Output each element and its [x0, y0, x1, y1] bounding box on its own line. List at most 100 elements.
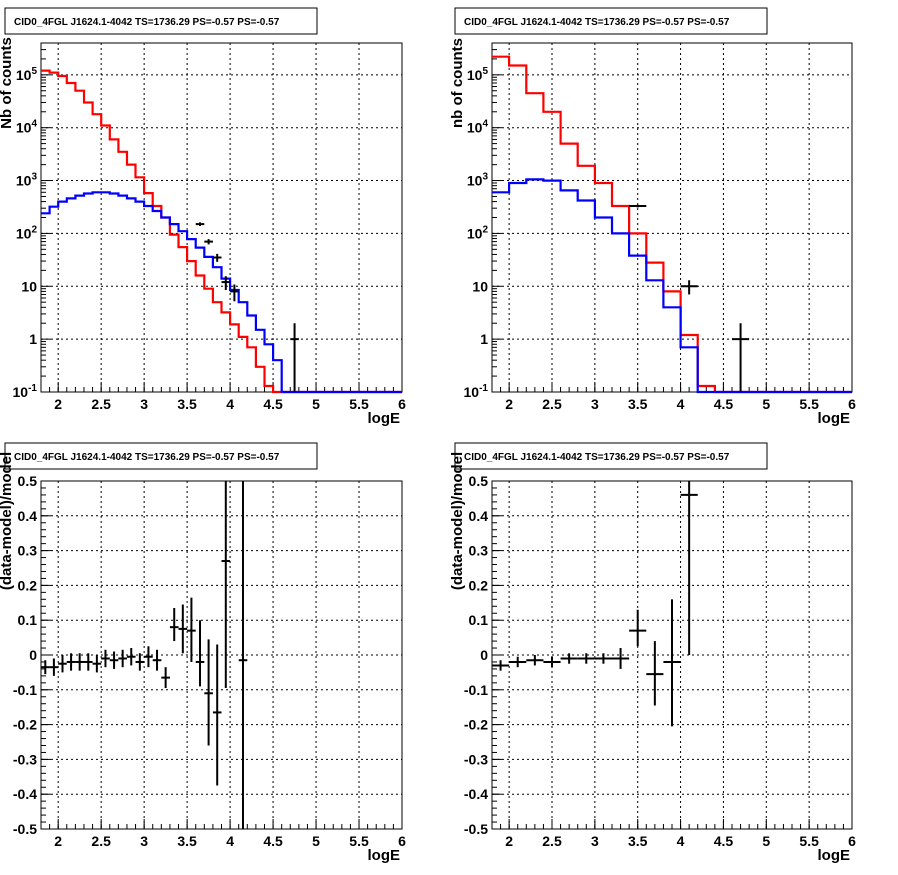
x-tick-label: 5.5	[349, 833, 369, 849]
x-tick-label: 4.5	[714, 833, 734, 849]
x-tick-label: 3	[591, 396, 599, 412]
data-point	[732, 323, 750, 392]
data-point	[212, 644, 222, 786]
data-points	[629, 204, 750, 392]
y-tick-label: 0.4	[18, 508, 38, 524]
data-point	[178, 604, 188, 654]
data-point	[109, 651, 119, 669]
x-tick-label: 5.5	[349, 396, 369, 412]
y-tick-label: -0.1	[13, 682, 37, 698]
x-tick-label: 2	[505, 396, 513, 412]
data-point	[577, 653, 595, 664]
y-tick-label: 104	[16, 119, 38, 136]
x-tick-label: 6	[398, 396, 406, 412]
panel-counts_a: CID0_4FGL J1624.1-4042 TS=1736.29 PS=-0.…	[0, 7, 406, 427]
x-tick-label: 5.5	[799, 833, 819, 849]
x-tick-label: 3.5	[177, 396, 197, 412]
x-tick-label: 4	[226, 833, 234, 849]
x-axis-label: logE	[818, 847, 851, 864]
chart-title: CID0_4FGL J1624.1-4042 TS=1736.29 PS=-0.…	[464, 17, 730, 28]
data-point	[290, 323, 299, 392]
y-axis: -0.5 -0.4 -0.3 -0.2 -0.1 0 0.1 0.2 0.3 0.4 0.5(dat…	[449, 452, 852, 837]
x-tick-label: 2	[54, 396, 62, 412]
data-point	[187, 597, 196, 662]
y-tick-label: 0	[480, 647, 488, 663]
y-tick-label: -0.5	[13, 821, 37, 837]
y-tick-label: 1	[480, 331, 488, 347]
y-tick-label: -0.3	[13, 751, 37, 767]
x-tick-label: 5	[312, 396, 320, 412]
data-point	[83, 653, 93, 671]
x-axis-label: logE	[368, 410, 401, 427]
x-tick-label: 3.5	[628, 396, 648, 412]
data-point	[144, 646, 153, 668]
y-tick-label: 10	[472, 278, 488, 294]
x-tick-label: 4	[226, 396, 234, 412]
data-point	[212, 253, 222, 262]
data-point	[118, 649, 127, 668]
y-tick-label: 0.1	[18, 612, 38, 628]
y-tick-label: -0.4	[13, 786, 37, 802]
y-tick-label: 0	[29, 647, 37, 663]
data-point	[195, 620, 205, 687]
y-tick-label: 105	[467, 66, 489, 83]
data-point	[58, 655, 67, 673]
x-tick-label: 2.5	[91, 833, 111, 849]
y-tick-label: 10	[21, 278, 37, 294]
y-axis-label: nb of counts	[449, 38, 466, 128]
y-tick-label: 10-1	[13, 383, 38, 400]
y-tick-label: -0.5	[464, 821, 488, 837]
y-tick-label: -0.4	[464, 786, 488, 802]
y-tick-label: 0.3	[18, 543, 38, 559]
data-point	[169, 608, 179, 642]
data-point	[492, 660, 510, 671]
data-point	[204, 639, 213, 746]
y-tick-label: -0.3	[464, 751, 488, 767]
data-point	[92, 655, 102, 673]
y-tick-label: -0.1	[464, 682, 488, 698]
y-tick-label: 1	[29, 331, 37, 347]
x-tick-label: 3.5	[628, 833, 648, 849]
data-point	[680, 280, 698, 295]
x-tick-label: 2.5	[91, 396, 111, 412]
data-points	[41, 481, 248, 829]
data-point	[221, 481, 231, 689]
y-tick-label: 102	[16, 224, 38, 241]
x-tick-label: 4	[677, 833, 685, 849]
x-tick-label: 3.5	[177, 833, 197, 849]
data-point	[230, 284, 239, 302]
data-point	[526, 655, 544, 666]
data-point	[238, 481, 248, 829]
data-points	[195, 222, 299, 392]
data-point	[41, 660, 50, 675]
x-tick-label: 6	[848, 396, 856, 412]
y-tick-label: -0.2	[13, 717, 37, 733]
x-tick-label: 5	[762, 396, 770, 412]
y-tick-label: 103	[467, 172, 489, 189]
title-frame	[4, 442, 318, 470]
data-point	[543, 656, 561, 668]
y-tick-label: 102	[467, 224, 489, 241]
y-tick-label: 0.5	[469, 473, 489, 489]
data-point	[629, 204, 647, 208]
x-tick-label: 2	[505, 833, 513, 849]
title-frame	[4, 7, 318, 35]
data-point	[560, 653, 578, 664]
x-tick-label: 6	[848, 833, 856, 849]
y-tick-label: 0.5	[18, 473, 38, 489]
plot-frame	[491, 42, 853, 393]
y-tick-label: 0.2	[469, 577, 489, 593]
title-frame	[454, 442, 768, 470]
x-tick-label: 4	[677, 396, 685, 412]
data-point	[221, 276, 231, 291]
histogram-series-2	[41, 191, 402, 394]
data-point	[195, 222, 205, 227]
data-points	[492, 481, 698, 727]
x-tick-label: 5.5	[799, 396, 819, 412]
y-tick-label: -0.2	[464, 717, 488, 733]
data-point	[126, 648, 136, 666]
data-point	[66, 653, 76, 671]
x-tick-label: 4.5	[714, 396, 734, 412]
